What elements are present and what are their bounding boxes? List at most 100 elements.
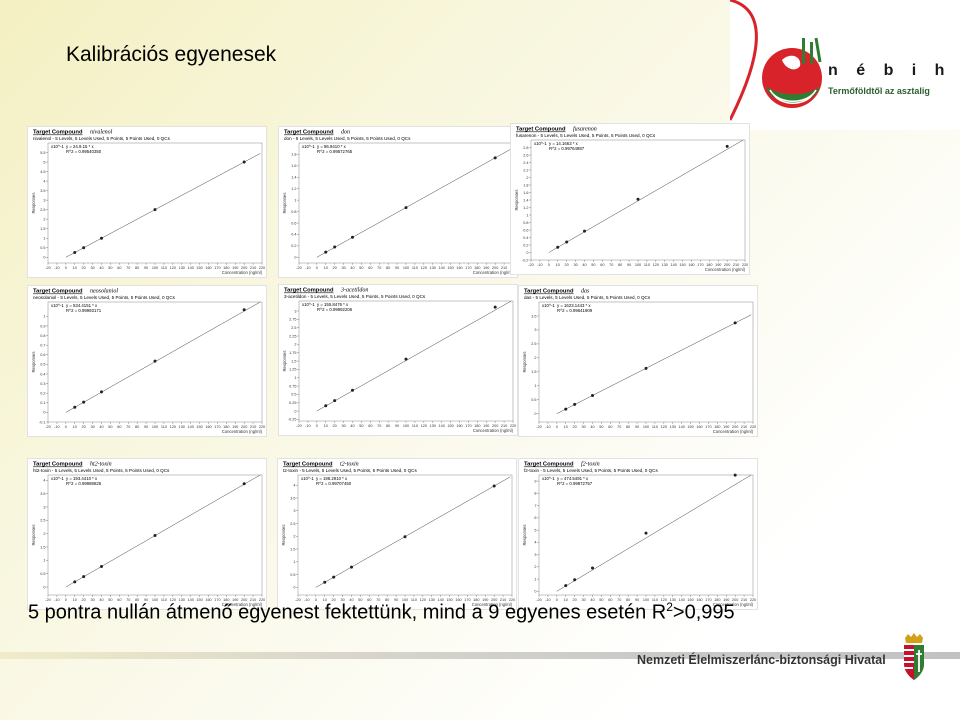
y-tick-label: 1.5 xyxy=(290,547,295,551)
x-tick-label: -20 xyxy=(45,425,51,429)
scale-label: x10^-1 xyxy=(301,476,314,481)
data-point xyxy=(323,580,327,584)
x-tick-label: 120 xyxy=(170,266,176,270)
y-tick-label: 2 xyxy=(294,343,296,347)
x-tick-label: 200 xyxy=(241,598,247,602)
y-tick-label: 3.5 xyxy=(531,314,536,318)
x-tick-label: 40 xyxy=(582,263,586,267)
y-tick-label: 1.5 xyxy=(40,545,45,549)
y-tick-label: 7 xyxy=(534,504,536,508)
x-axis-label: Concentration (ng/ml) xyxy=(473,428,514,433)
x-tick-label: 80 xyxy=(135,598,139,602)
calibration-chart: Target Compound ht2-toxin ht2-toxin - 5 Le… xyxy=(27,458,267,610)
regression-line xyxy=(65,301,261,413)
y-tick-label: 1.6 xyxy=(291,164,296,168)
x-tick-label: -10 xyxy=(54,425,60,429)
chart-subtitle: fusarenon - 5 Levels, 5 Levels Used, 5 P… xyxy=(516,133,656,138)
x-tick-label: 90 xyxy=(144,266,148,270)
x-tick-label: 140 xyxy=(670,263,676,267)
y-tick-label: 0 xyxy=(43,411,45,415)
x-tick-label: 190 xyxy=(483,424,489,428)
x-tick-label: 0 xyxy=(315,598,317,602)
x-tick-label: -20 xyxy=(536,425,542,429)
calibration-chart: Target Compound das das - 5 Levels, 5 Leve… xyxy=(518,285,758,437)
x-tick-label: 80 xyxy=(135,425,139,429)
x-tick-label: 130 xyxy=(430,424,436,428)
y-tick-label: 2.5 xyxy=(290,522,295,526)
y-axis-label: Responses xyxy=(282,351,287,372)
y-tick-label: 2.5 xyxy=(40,519,45,523)
r-squared-value: R^2 = 0.99993171 xyxy=(66,308,102,313)
x-tick-label: 140 xyxy=(678,598,684,602)
y-tick-label: 1 xyxy=(43,559,45,563)
y-tick-label: 0.6 xyxy=(291,221,296,225)
x-tick-label: 30 xyxy=(90,425,94,429)
chart-compound-name: don xyxy=(341,130,350,136)
y-tick-label: 4 xyxy=(293,484,295,488)
x-tick-label: 150 xyxy=(446,598,452,602)
x-tick-label: 20 xyxy=(332,598,336,602)
y-axis-label: Responses xyxy=(31,352,36,373)
x-tick-label: 180 xyxy=(474,266,480,270)
y-tick-label: 0.5 xyxy=(40,572,45,576)
x-tick-label: 170 xyxy=(705,425,711,429)
x-tick-label: 30 xyxy=(341,424,345,428)
y-tick-label: 6 xyxy=(534,516,536,520)
x-tick-label: 210 xyxy=(250,598,256,602)
y-tick-label: 0.75 xyxy=(289,384,296,388)
chart-subtitle: ht2-toxin - 5 Levels, 5 Levels Used, 5 P… xyxy=(33,468,170,473)
x-tick-label: 220 xyxy=(742,263,748,267)
x-tick-label: 30 xyxy=(90,266,94,270)
calibration-chart: Target Compound f2-toxin f2-toxin - 5 Leve… xyxy=(518,458,758,610)
x-tick-label: 180 xyxy=(223,266,229,270)
x-tick-label: 90 xyxy=(144,425,148,429)
x-tick-label: 190 xyxy=(232,425,238,429)
nebih-logo-icon xyxy=(728,0,822,121)
x-tick-label: 210 xyxy=(250,425,256,429)
regression-line xyxy=(316,148,512,258)
x-tick-label: 220 xyxy=(509,598,515,602)
x-tick-label: 90 xyxy=(394,598,398,602)
x-axis-label: Concentration (ng/ml) xyxy=(222,602,263,607)
scale-label: x10^-1 xyxy=(302,144,315,149)
logo-slogan: Termőföldtől az asztalig xyxy=(828,86,930,96)
y-tick-label: 2.75 xyxy=(289,318,296,322)
x-tick-label: 220 xyxy=(750,598,756,602)
x-tick-label: 160 xyxy=(456,424,462,428)
x-tick-label: 0 xyxy=(65,425,67,429)
y-tick-label: 0 xyxy=(43,256,45,260)
regression-equation: y = 24.9.15 * x xyxy=(66,144,94,149)
x-tick-label: 10 xyxy=(324,424,328,428)
x-tick-label: 50 xyxy=(359,424,363,428)
r-squared-value: R^2 = 0.99992206 xyxy=(317,307,353,312)
scale-label: x10^-1 xyxy=(51,476,64,481)
calibration-chart: Target Compound neosolaniol neosolaniol - … xyxy=(27,285,267,437)
scale-label: x10^-1 xyxy=(302,302,315,307)
x-tick-label: -20 xyxy=(295,598,301,602)
coat-of-arms-icon xyxy=(904,633,924,680)
x-tick-label: 0 xyxy=(556,425,558,429)
x-tick-label: 210 xyxy=(500,598,506,602)
chart-compound-name: nivalenol xyxy=(90,130,113,136)
x-tick-label: 220 xyxy=(750,425,756,429)
chart-compound-name: ht2-toxin xyxy=(90,462,112,468)
x-tick-label: 190 xyxy=(715,263,721,267)
x-tick-label: 70 xyxy=(617,425,621,429)
x-tick-label: 210 xyxy=(741,598,747,602)
chart-compound-name: das xyxy=(581,289,590,295)
x-tick-label: 110 xyxy=(161,266,167,270)
y-tick-label: 4 xyxy=(43,179,45,183)
x-axis-label: Concentration (ng/ml) xyxy=(472,602,513,607)
chart-header-label: Target Compound xyxy=(33,462,83,468)
y-tick-label: 2.6 xyxy=(523,153,528,157)
y-axis-label: Responses xyxy=(522,525,527,546)
x-tick-label: 100 xyxy=(643,598,649,602)
x-tick-label: 70 xyxy=(377,424,381,428)
x-tick-label: 130 xyxy=(179,266,185,270)
data-point xyxy=(493,305,497,309)
x-tick-label: -10 xyxy=(545,598,551,602)
y-tick-label: 3 xyxy=(534,553,536,557)
regression-equation: y = 14.1663 * x xyxy=(549,141,579,146)
y-tick-label: 0 xyxy=(293,586,295,590)
